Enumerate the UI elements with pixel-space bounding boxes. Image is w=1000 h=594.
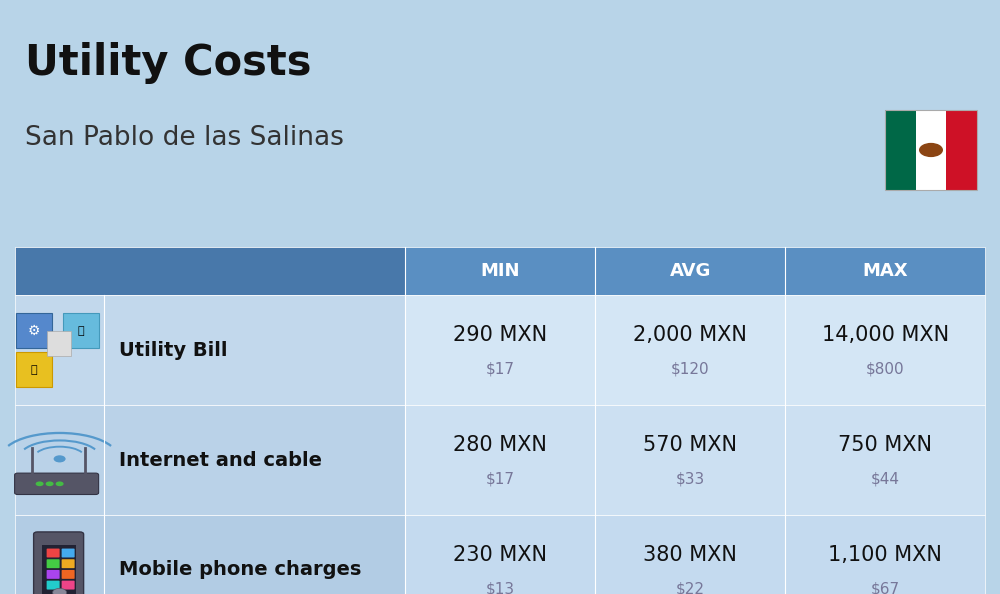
FancyBboxPatch shape (62, 570, 75, 579)
Text: 2,000 MXN: 2,000 MXN (633, 326, 747, 345)
FancyBboxPatch shape (15, 247, 405, 295)
FancyBboxPatch shape (15, 473, 99, 494)
Text: 🔌: 🔌 (30, 365, 37, 375)
Text: 💧: 💧 (77, 326, 84, 336)
Text: 280 MXN: 280 MXN (453, 435, 547, 455)
FancyBboxPatch shape (47, 331, 71, 355)
Text: 290 MXN: 290 MXN (453, 326, 547, 345)
FancyBboxPatch shape (16, 314, 52, 348)
Text: 1,100 MXN: 1,100 MXN (828, 545, 942, 565)
FancyBboxPatch shape (15, 247, 985, 295)
FancyBboxPatch shape (15, 295, 405, 405)
Circle shape (56, 481, 64, 486)
Text: Mobile phone charges: Mobile phone charges (119, 561, 362, 579)
Text: 380 MXN: 380 MXN (643, 545, 737, 565)
Circle shape (919, 143, 943, 157)
FancyBboxPatch shape (15, 515, 405, 594)
Circle shape (54, 456, 66, 462)
Text: 14,000 MXN: 14,000 MXN (822, 326, 949, 345)
Text: Utility Bill: Utility Bill (119, 341, 228, 359)
Text: 570 MXN: 570 MXN (643, 435, 737, 455)
FancyBboxPatch shape (405, 295, 595, 405)
FancyBboxPatch shape (946, 110, 977, 190)
Text: $33: $33 (675, 472, 705, 486)
FancyBboxPatch shape (15, 405, 405, 515)
Text: $67: $67 (871, 582, 900, 594)
Circle shape (53, 588, 67, 594)
FancyBboxPatch shape (47, 549, 60, 557)
FancyBboxPatch shape (785, 515, 985, 594)
FancyBboxPatch shape (47, 581, 60, 589)
FancyBboxPatch shape (595, 295, 785, 405)
Text: ⚙: ⚙ (27, 324, 40, 338)
Text: $13: $13 (485, 582, 515, 594)
FancyBboxPatch shape (47, 560, 60, 568)
FancyBboxPatch shape (885, 110, 916, 190)
FancyBboxPatch shape (16, 352, 52, 387)
Text: Internet and cable: Internet and cable (119, 451, 322, 469)
Text: $17: $17 (486, 472, 514, 486)
Text: $120: $120 (671, 362, 709, 377)
FancyBboxPatch shape (595, 405, 785, 515)
FancyBboxPatch shape (785, 295, 985, 405)
FancyBboxPatch shape (62, 581, 75, 589)
Circle shape (36, 481, 44, 486)
Text: AVG: AVG (669, 262, 711, 280)
FancyBboxPatch shape (47, 570, 60, 579)
FancyBboxPatch shape (42, 545, 76, 594)
FancyBboxPatch shape (62, 549, 75, 557)
FancyBboxPatch shape (916, 110, 946, 190)
Text: $800: $800 (866, 362, 904, 377)
FancyBboxPatch shape (63, 314, 99, 348)
FancyBboxPatch shape (405, 405, 595, 515)
Text: 750 MXN: 750 MXN (838, 435, 932, 455)
Text: San Pablo de las Salinas: San Pablo de las Salinas (25, 125, 344, 151)
FancyBboxPatch shape (62, 560, 75, 568)
Text: MIN: MIN (480, 262, 520, 280)
FancyBboxPatch shape (405, 515, 595, 594)
FancyBboxPatch shape (785, 405, 985, 515)
Text: $22: $22 (676, 582, 705, 594)
FancyBboxPatch shape (595, 515, 785, 594)
Text: Utility Costs: Utility Costs (25, 42, 312, 84)
Text: $17: $17 (486, 362, 514, 377)
Text: MAX: MAX (862, 262, 908, 280)
FancyBboxPatch shape (34, 532, 84, 594)
Text: $44: $44 (871, 472, 900, 486)
Circle shape (46, 481, 54, 486)
Text: 230 MXN: 230 MXN (453, 545, 547, 565)
